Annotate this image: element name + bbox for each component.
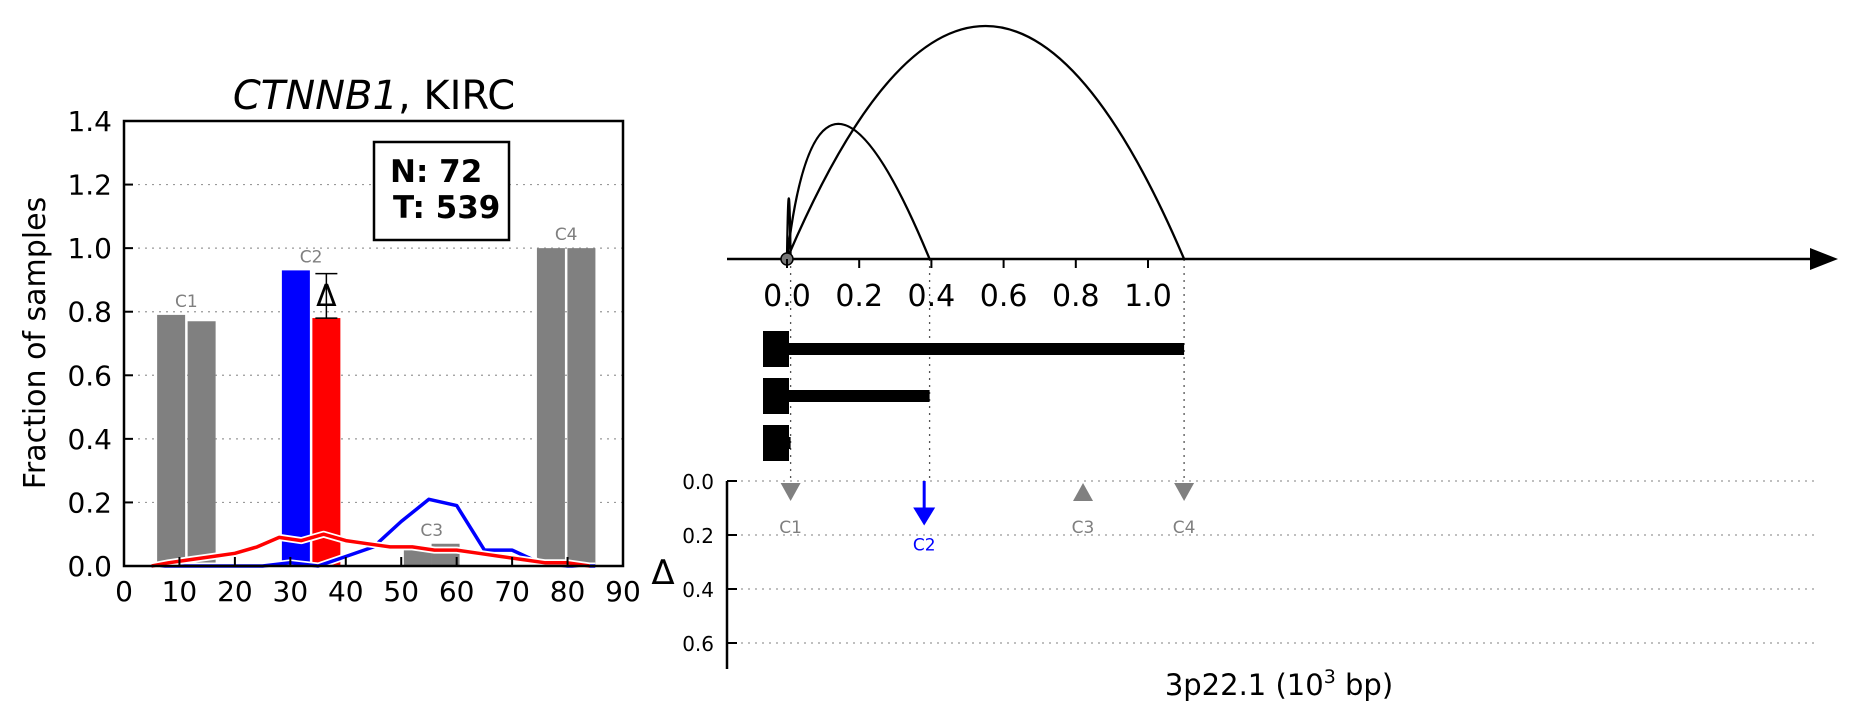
marker-label-c1: C1 bbox=[779, 518, 802, 538]
normal-count: N: 72 bbox=[390, 154, 482, 190]
x-tick-label: 0.8 bbox=[1052, 279, 1100, 314]
x-tick-label: 0.2 bbox=[835, 279, 883, 314]
bar-c4 bbox=[567, 248, 596, 566]
genomic-x-ticks: 0.0 0.2 0.4 0.6 0.8 1.0 bbox=[763, 259, 1172, 314]
delta-y-ticks: 0.0 0.2 0.4 0.6 bbox=[682, 470, 737, 656]
left-bars bbox=[157, 248, 596, 566]
arrowhead-c2 bbox=[913, 507, 936, 526]
splice-arc bbox=[785, 123, 931, 260]
transcripts bbox=[763, 331, 1185, 461]
y-axis-label: Fraction of samples bbox=[18, 197, 53, 489]
x-label-main: 3p22.1 (10 bbox=[1165, 668, 1324, 702]
marker-label-c4: C4 bbox=[1173, 518, 1196, 538]
y-tick-label: 0.8 bbox=[67, 296, 112, 329]
left-error-bar: Δ bbox=[315, 272, 338, 319]
left-plot-frame bbox=[122, 119, 625, 568]
x-tick-label: 0.0 bbox=[763, 279, 811, 314]
genomic-x-label: 3p22.1 (103 bp) bbox=[1165, 666, 1393, 702]
bar-c1 bbox=[187, 321, 216, 566]
x-tick-label: 1.0 bbox=[1124, 279, 1172, 314]
y-tick-label: 1.2 bbox=[67, 169, 112, 202]
marker-c3 bbox=[1073, 483, 1094, 501]
right-gridlines bbox=[727, 480, 1815, 644]
right-guide-lines bbox=[789, 259, 1185, 481]
left-x-ticks: 0 10 20 30 40 50 60 70 80 90 bbox=[115, 557, 641, 608]
y-tick-label: 0.4 bbox=[67, 423, 112, 456]
transcript-body bbox=[789, 390, 930, 402]
cluster-label-c4: C4 bbox=[555, 225, 578, 245]
marker-label-c2: C2 bbox=[913, 536, 936, 556]
transcript-exon bbox=[763, 378, 789, 414]
tumor-line bbox=[151, 532, 590, 568]
x-tick-label: 70 bbox=[494, 575, 530, 608]
left-y-ticks: 0.0 0.2 0.4 0.6 0.8 1.0 1.2 1.4 bbox=[67, 105, 133, 583]
y-tick-label: 0.2 bbox=[67, 486, 112, 519]
bar-c1 bbox=[157, 314, 186, 566]
delta-tick-label: 0.4 bbox=[682, 578, 714, 602]
delta-tick-label: 0.0 bbox=[682, 470, 714, 494]
marker-c4 bbox=[1174, 483, 1195, 501]
marker-label-c3: C3 bbox=[1072, 518, 1095, 538]
title-cancer: KIRC bbox=[423, 73, 515, 119]
cluster-markers: C1 C2 C3 C4 bbox=[779, 481, 1195, 556]
chart-title: CTNNB1, KIRC bbox=[233, 73, 515, 119]
transcript-body bbox=[789, 343, 1185, 355]
cluster-label-c3: C3 bbox=[420, 521, 443, 541]
transcript-exon bbox=[763, 425, 789, 461]
x-tick-label: 0 bbox=[115, 575, 133, 608]
x-label-exponent: 3 bbox=[1324, 666, 1336, 688]
bar-c4 bbox=[536, 248, 565, 566]
x-tick-label: 80 bbox=[550, 575, 586, 608]
x-tick-label: 10 bbox=[162, 575, 198, 608]
delta-axis-label: Δ bbox=[651, 553, 674, 593]
marker-c1 bbox=[780, 483, 801, 501]
cluster-label-c2: C2 bbox=[300, 247, 323, 267]
left-chart: CTNNB1, KIRC Δ C1 C2 C3 C4 0.0 0.2 0.4 0.6 0.8 1… bbox=[18, 73, 641, 608]
splice-arc bbox=[785, 25, 1186, 260]
transcript-exon bbox=[763, 331, 789, 367]
delta-tick-label: 0.2 bbox=[682, 524, 714, 548]
cluster-label-c1: C1 bbox=[175, 292, 198, 312]
title-gene: CTNNB1 bbox=[233, 73, 398, 119]
title-separator: , bbox=[398, 73, 423, 119]
transcript-body bbox=[789, 437, 791, 449]
x-tick-label: 30 bbox=[273, 575, 309, 608]
y-tick-label: 0.6 bbox=[67, 359, 112, 392]
tumor-count: T: 539 bbox=[393, 190, 500, 226]
x-tick-label: 50 bbox=[383, 575, 419, 608]
x-tick-label: 60 bbox=[439, 575, 475, 608]
x-label-unit: bp) bbox=[1336, 668, 1393, 702]
y-tick-label: 1.4 bbox=[67, 105, 112, 138]
x-tick-label: 0.4 bbox=[908, 279, 956, 314]
count-box-frame bbox=[372, 140, 511, 242]
left-bar-labels: C1 C2 C3 C4 bbox=[175, 225, 577, 541]
delta-label: Δ bbox=[316, 279, 337, 314]
x-tick-label: 90 bbox=[605, 575, 641, 608]
sample-count-box: N: 72 T: 539 bbox=[372, 140, 511, 242]
bar-c2 bbox=[312, 318, 341, 566]
x-tick-label: 20 bbox=[217, 575, 253, 608]
x-tick-label: 40 bbox=[328, 575, 364, 608]
y-tick-label: 0.0 bbox=[67, 550, 112, 583]
left-lines bbox=[151, 495, 596, 570]
y-tick-label: 1.0 bbox=[67, 232, 112, 265]
delta-tick-label: 0.6 bbox=[682, 632, 714, 656]
bar-c2 bbox=[281, 270, 310, 566]
splice-arcs bbox=[785, 25, 1186, 260]
genomic-axis-arrow bbox=[1810, 248, 1838, 270]
right-chart: 0.0 0.2 0.4 0.6 0.8 1.0 0.0 0.2 0.4 0.6 Δ C1 C2 C3… bbox=[651, 25, 1838, 702]
x-tick-label: 0.6 bbox=[980, 279, 1028, 314]
